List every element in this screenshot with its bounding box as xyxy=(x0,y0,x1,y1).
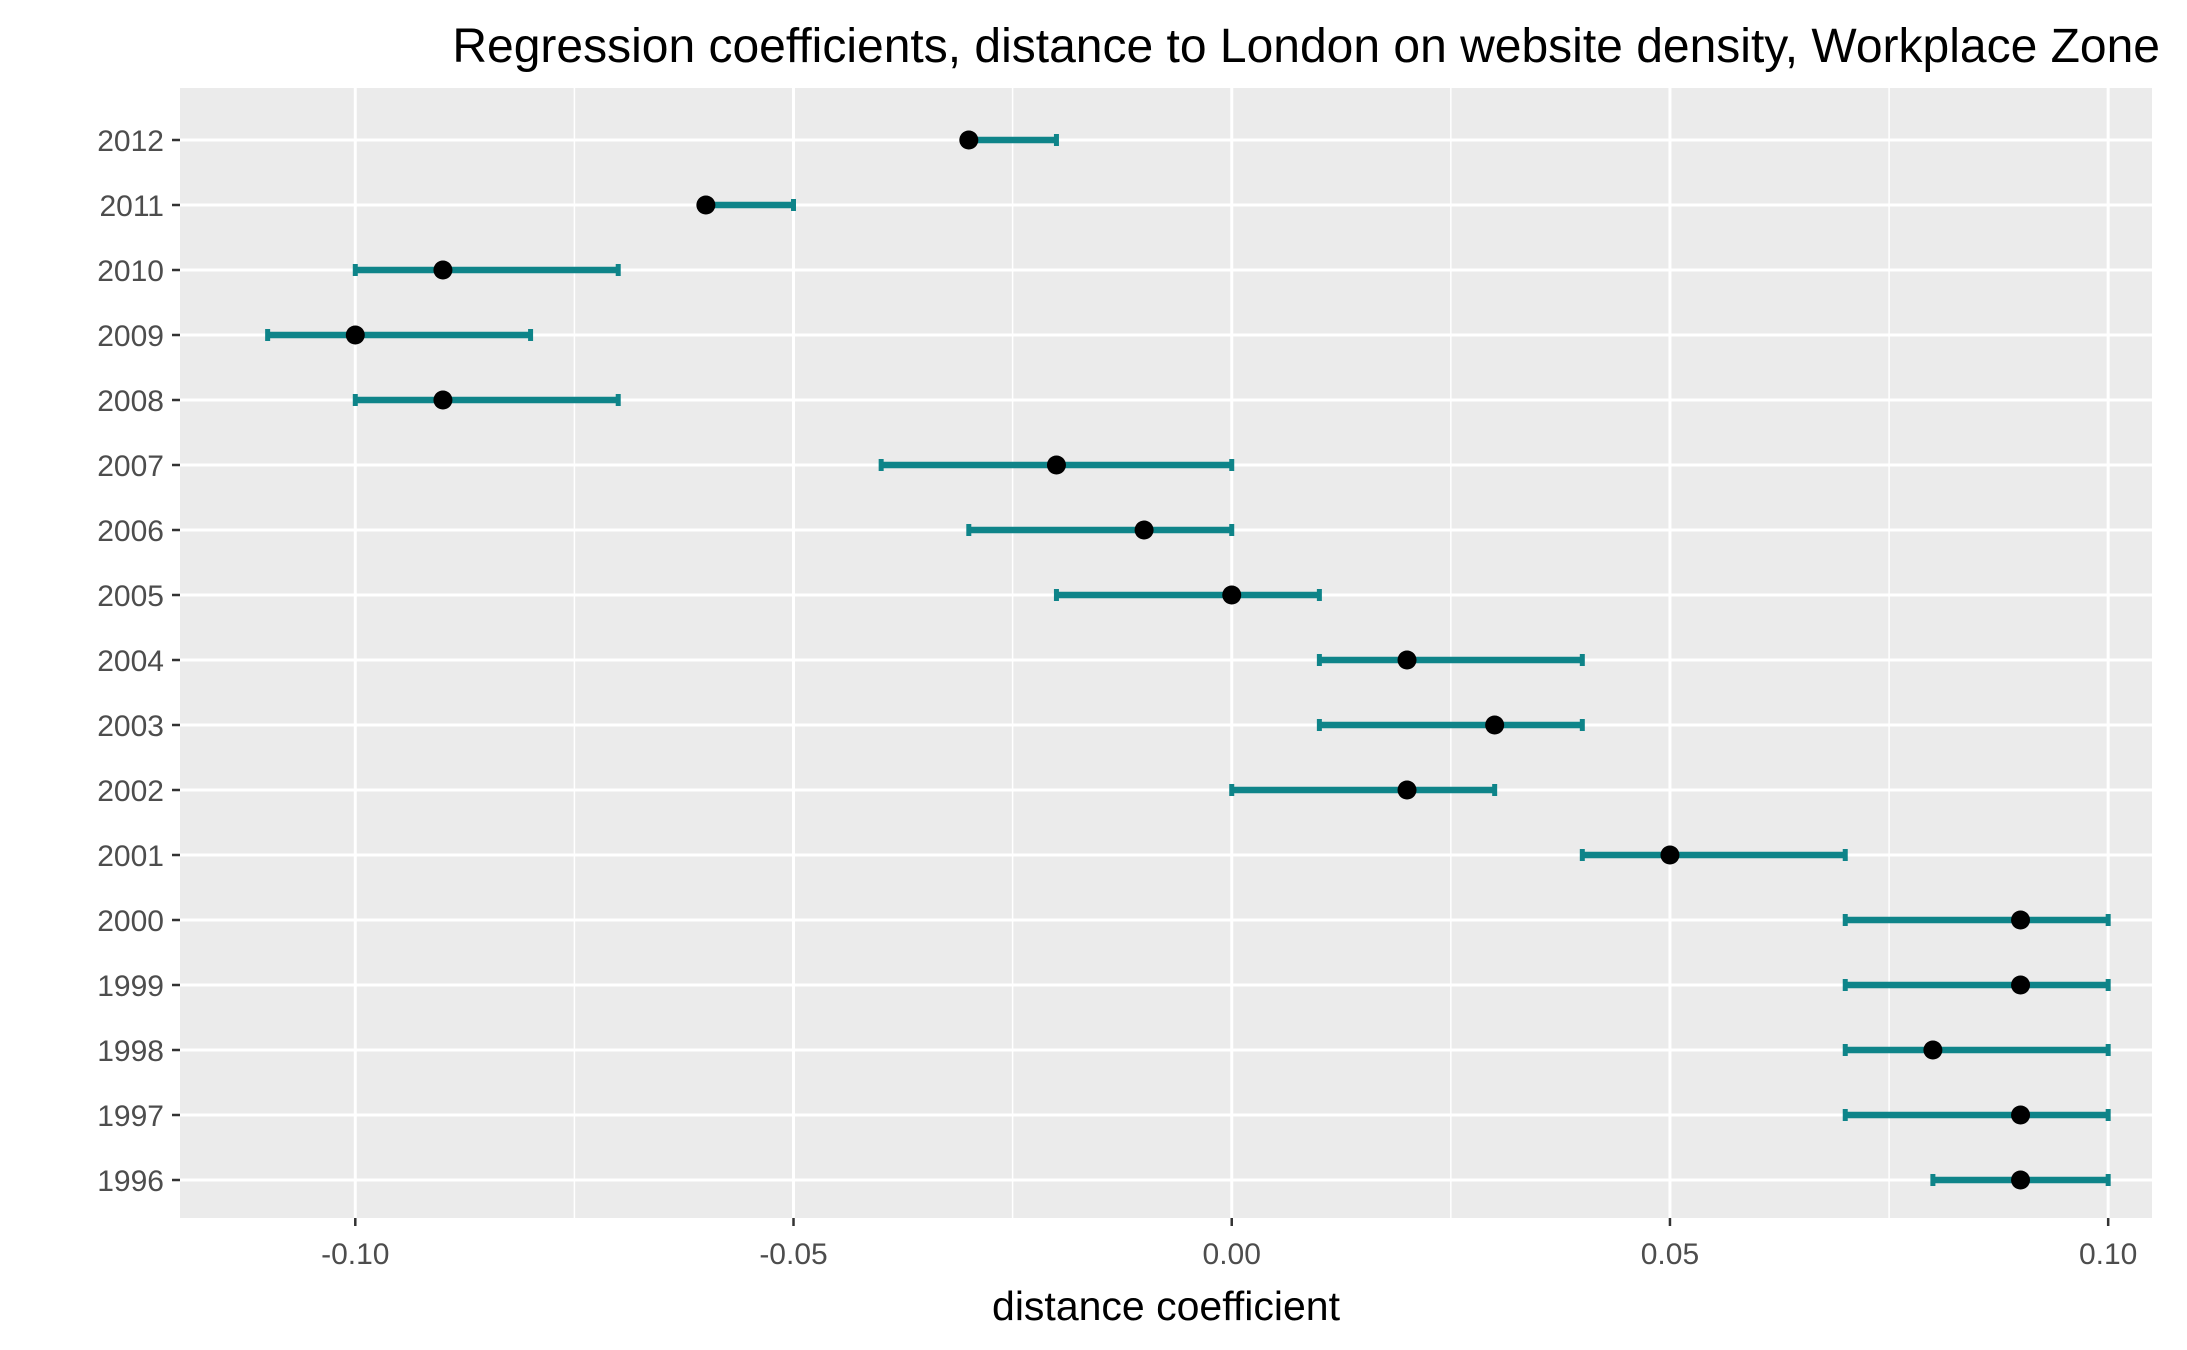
errorbar xyxy=(1842,1044,2111,1056)
x-tick-label: -0.05 xyxy=(759,1238,827,1271)
errorbar xyxy=(1229,784,1498,796)
x-tick-label: 0.00 xyxy=(1203,1238,1261,1271)
errorbar xyxy=(966,524,1235,536)
errorbar xyxy=(1842,914,2111,926)
data-point xyxy=(696,195,716,215)
plot-panel xyxy=(180,88,2152,1218)
y-tick-label: 2009 xyxy=(97,320,164,353)
x-tick-label: 0.10 xyxy=(2079,1238,2137,1271)
y-tick-label: 2001 xyxy=(97,840,164,873)
errorbar xyxy=(1316,719,1585,731)
data-point xyxy=(433,260,453,280)
y-tick-label: 2004 xyxy=(97,645,164,678)
data-point xyxy=(433,390,453,410)
errorbar xyxy=(1842,1109,2111,1121)
data-point xyxy=(1397,650,1417,670)
errorbar xyxy=(1579,849,1848,861)
y-tick-label: 2002 xyxy=(97,775,164,808)
data-point xyxy=(2011,1170,2031,1190)
grid-minor xyxy=(573,88,1890,1218)
errorbar xyxy=(1842,979,2111,991)
data-point xyxy=(2011,910,2031,930)
chart-title: Regression coefficients, distance to Lon… xyxy=(452,20,2160,73)
x-tick-label: -0.10 xyxy=(321,1238,389,1271)
points xyxy=(345,130,2031,1190)
data-point xyxy=(959,130,979,150)
y-tick-label: 2008 xyxy=(97,385,164,418)
y-tick-label: 2003 xyxy=(97,710,164,743)
x-axis: -0.10 -0.05 0.00 0.05 0.10 xyxy=(321,1218,2137,1271)
data-point xyxy=(1660,845,1680,865)
errorbar xyxy=(1316,654,1585,666)
data-point xyxy=(1046,455,1066,475)
x-tick-label: 0.05 xyxy=(1641,1238,1699,1271)
data-point xyxy=(345,325,365,345)
data-point xyxy=(2011,975,2031,995)
errorbar xyxy=(265,329,534,341)
y-tick-label: 2005 xyxy=(97,580,164,613)
y-tick-label: 2011 xyxy=(99,190,164,223)
data-point xyxy=(1485,715,1505,735)
y-tick-label: 1996 xyxy=(97,1165,164,1198)
y-tick-label: 2010 xyxy=(97,255,164,288)
y-tick-label: 1997 xyxy=(97,1100,164,1133)
data-point xyxy=(1134,520,1154,540)
errorbar xyxy=(352,264,621,276)
y-axis: 2012 2011 2010 2009 2008 2007 2006 2005 2004 2003… xyxy=(97,125,180,1198)
y-tick-label: 2012 xyxy=(97,125,164,158)
data-point xyxy=(2011,1105,2031,1125)
errorbar xyxy=(352,394,621,406)
data-point xyxy=(1923,1040,1943,1060)
data-point xyxy=(1397,780,1417,800)
data-point xyxy=(1222,585,1242,605)
errorbars xyxy=(265,134,2111,1186)
y-tick-label: 2000 xyxy=(97,905,164,938)
errorbar xyxy=(1053,589,1322,601)
y-tick-label: 2007 xyxy=(97,450,164,483)
y-tick-label: 2006 xyxy=(97,515,164,548)
y-tick-label: 1999 xyxy=(97,970,164,1003)
x-axis-title: distance coefficient xyxy=(992,1283,1341,1329)
y-tick-label: 1998 xyxy=(97,1035,164,1068)
